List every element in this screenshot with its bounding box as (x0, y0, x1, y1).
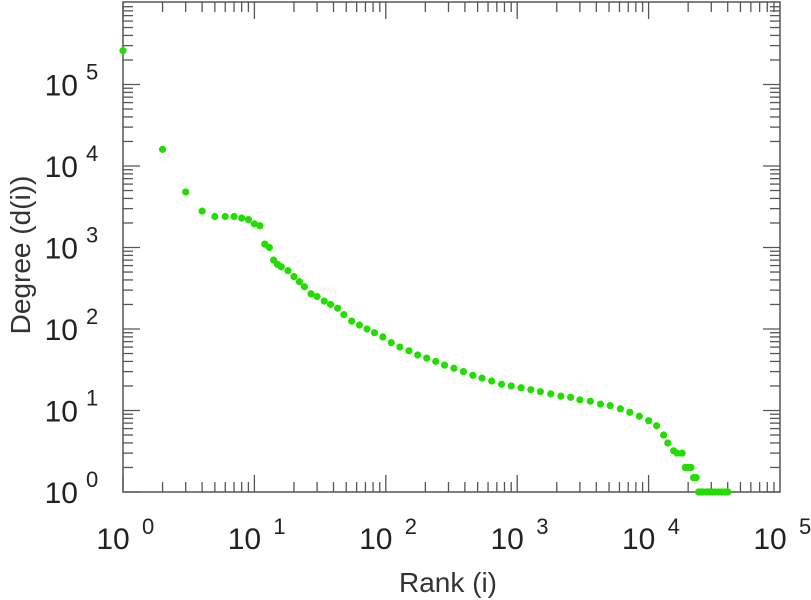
data-point (459, 368, 468, 376)
data-point (230, 212, 238, 221)
data-point (238, 214, 246, 222)
y-axis-title: Degree (d(i)) (5, 176, 36, 335)
data-point (284, 267, 292, 275)
data-point (405, 347, 413, 355)
data-point (692, 474, 700, 482)
y-tick-exponent: 3 (86, 223, 98, 248)
y-tick-label: 10 (45, 396, 78, 429)
x-tick-exponent: 2 (405, 514, 417, 539)
data-point (687, 463, 695, 472)
data-point (567, 393, 575, 401)
data-point (626, 408, 634, 416)
data-point (488, 377, 496, 385)
data-point (265, 243, 273, 252)
data-point (119, 47, 127, 55)
data-point (478, 374, 486, 382)
data-points (119, 47, 732, 496)
x-tick-label: 10 (228, 523, 261, 556)
data-point (340, 311, 348, 319)
data-point (182, 188, 190, 196)
data-point (348, 317, 356, 325)
data-point (256, 222, 264, 230)
plot-frame (122, 1, 781, 493)
data-point (645, 417, 653, 425)
data-point (295, 278, 303, 286)
data-point (313, 292, 321, 301)
y-tick-label: 10 (45, 233, 78, 266)
data-point (370, 329, 379, 337)
data-point (517, 384, 525, 392)
y-tick-exponent: 5 (86, 60, 98, 85)
data-point (334, 304, 342, 312)
x-tick-label: 10 (622, 523, 655, 556)
data-point (211, 212, 219, 221)
data-point (527, 386, 535, 394)
x-axis-title: Rank (i) (399, 567, 497, 598)
data-point (250, 220, 258, 228)
data-point (606, 401, 614, 410)
y-tick-label: 10 (45, 477, 78, 510)
data-point (221, 212, 229, 221)
data-point (290, 272, 298, 281)
axis-ticks (122, 2, 780, 493)
plot-border (122, 1, 781, 493)
y-tick-exponent: 2 (86, 304, 98, 329)
data-point (440, 361, 449, 369)
data-point (198, 207, 206, 215)
data-point (387, 339, 395, 347)
y-tick-label: 10 (45, 70, 78, 103)
data-point (536, 388, 544, 396)
data-point (664, 439, 672, 447)
x-tick-label: 10 (491, 523, 524, 556)
data-point (307, 290, 315, 298)
data-point (300, 283, 308, 291)
y-tick-exponent: 0 (86, 467, 98, 492)
data-point (635, 412, 643, 420)
data-point (652, 422, 661, 430)
data-point (355, 321, 364, 329)
data-point (432, 357, 440, 366)
data-point (326, 300, 335, 309)
x-tick-exponent: 5 (799, 514, 811, 539)
x-tick-label: 10 (359, 523, 392, 556)
data-point (244, 215, 252, 224)
data-point (497, 380, 506, 388)
x-tick-exponent: 0 (142, 514, 154, 539)
data-point (673, 449, 681, 457)
data-point (724, 488, 732, 496)
y-tick-exponent: 1 (86, 386, 98, 411)
data-point (557, 392, 565, 400)
x-tick-labels: 10 0 10 1 10 2 10 3 10 4 10 5 (96, 514, 811, 556)
data-point (616, 405, 624, 413)
data-point (586, 397, 594, 405)
data-point (469, 371, 477, 379)
x-tick-exponent: 1 (273, 514, 285, 539)
data-point (396, 343, 404, 351)
y-tick-labels: 10 0 10 1 10 2 10 3 10 4 10 5 (45, 60, 99, 511)
y-tick-exponent: 4 (86, 141, 98, 166)
data-point (678, 449, 686, 457)
data-point (320, 297, 328, 305)
y-tick-label: 10 (45, 314, 78, 347)
data-point (158, 145, 167, 153)
x-tick-exponent: 4 (668, 514, 680, 539)
x-tick-label: 10 (753, 523, 786, 556)
data-point (414, 351, 422, 359)
data-point (507, 382, 515, 390)
x-tick-exponent: 3 (536, 514, 548, 539)
data-point (450, 364, 458, 372)
data-point (576, 396, 584, 404)
data-point (423, 354, 431, 362)
x-tick-label: 10 (96, 523, 129, 556)
y-tick-label: 10 (45, 151, 78, 184)
data-point (363, 325, 371, 333)
data-point (379, 333, 387, 341)
data-point (659, 431, 668, 439)
data-point (596, 400, 605, 408)
data-point (547, 390, 555, 398)
data-point (277, 263, 285, 271)
